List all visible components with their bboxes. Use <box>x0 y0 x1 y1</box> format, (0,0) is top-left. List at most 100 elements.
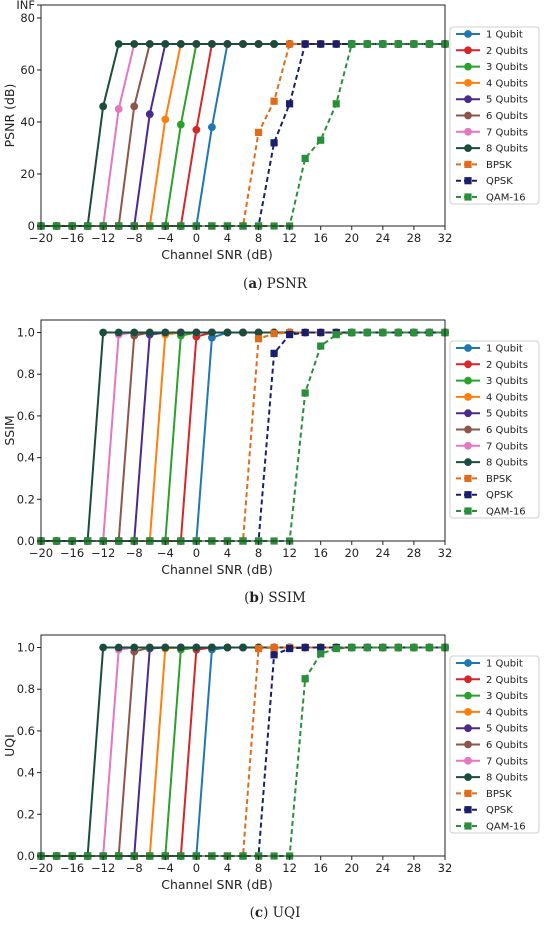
data-point <box>270 349 278 357</box>
caption-letter-bold: b <box>249 590 258 606</box>
data-point <box>379 40 387 48</box>
data-point <box>301 328 309 337</box>
data-point <box>410 328 418 337</box>
data-point <box>394 40 402 48</box>
legend-label: 6 Qubits <box>486 425 528 436</box>
data-point <box>239 643 247 652</box>
x-tick-label: 20 <box>344 231 359 245</box>
legend-label: 2 Qubits <box>486 675 528 686</box>
data-point <box>99 102 108 111</box>
data-point <box>301 643 309 652</box>
data-point <box>208 643 216 652</box>
legend-label: QPSK <box>486 490 513 501</box>
x-tick-label: 24 <box>376 861 391 875</box>
legend-marker <box>464 160 472 168</box>
x-tick-label: −20 <box>29 231 53 245</box>
legend-marker <box>464 691 472 700</box>
y-tick-label: 0.0 <box>17 849 35 863</box>
legend: 1 Qubit 2 Qubits 3 Qubits 4 Qubits 5 Qubits 6… <box>449 340 540 519</box>
y-tick-label: 0.8 <box>17 682 35 696</box>
data-point <box>332 40 340 48</box>
data-point <box>363 643 371 652</box>
data-point <box>99 643 108 652</box>
data-point <box>130 643 139 652</box>
x-tick-label: −4 <box>157 231 174 245</box>
data-point <box>161 115 170 124</box>
data-point <box>379 643 387 652</box>
legend-label: 3 Qubits <box>486 62 528 73</box>
x-tick-label: −12 <box>91 231 115 245</box>
caption-letter-bold: a <box>248 276 257 292</box>
series-group <box>37 40 449 230</box>
x-tick-label: 8 <box>255 546 262 560</box>
data-point <box>254 335 263 343</box>
caption: (a) PSNR <box>243 276 308 292</box>
x-tick-label: 20 <box>344 861 359 875</box>
y-axis-label: SSIM <box>2 415 17 445</box>
legend-marker <box>464 177 472 185</box>
data-point <box>394 328 402 337</box>
legend-marker <box>464 458 472 466</box>
legend-marker <box>464 507 472 515</box>
data-point <box>270 651 278 659</box>
y-tick-label: 0.4 <box>17 766 35 780</box>
x-tick-label: 12 <box>282 231 297 245</box>
legend-label: 6 Qubits <box>486 740 528 751</box>
legend-marker <box>464 740 472 749</box>
legend-label: 8 Qubits <box>486 458 528 469</box>
data-point <box>130 40 139 48</box>
y-tick-label: 0.2 <box>17 492 35 506</box>
legend-marker <box>464 344 472 352</box>
legend-marker <box>464 95 472 104</box>
data-point <box>239 328 247 337</box>
x-tick-label: 20 <box>344 546 359 560</box>
data-point <box>425 328 434 337</box>
y-axis-label: PSNR (dB) <box>2 84 17 148</box>
legend-marker <box>464 675 472 684</box>
data-point <box>348 328 356 337</box>
x-tick-label: −16 <box>60 861 84 875</box>
legend-box <box>449 340 540 519</box>
chart-3: −20 −16 −12 −8 −4 0 4 8 12 16 20 24 28 32 0.0 0.2 0.4 0.6… <box>2 634 540 921</box>
data-point <box>348 40 356 48</box>
series-line-7 <box>41 43 445 227</box>
data-point <box>332 644 340 653</box>
x-tick-label: −12 <box>91 861 115 875</box>
y-tick-label: 40 <box>20 115 35 129</box>
x-tick-label: −8 <box>126 231 143 245</box>
data-point <box>176 120 185 129</box>
data-point <box>223 643 232 652</box>
data-point <box>114 328 123 337</box>
series-line-8 <box>41 331 445 542</box>
legend-marker <box>464 409 472 418</box>
legend-label: 4 Qubits <box>486 392 528 403</box>
x-tick-label: −16 <box>60 231 84 245</box>
y-tick-label: 0.0 <box>17 534 35 548</box>
data-point <box>145 110 154 119</box>
data-point <box>176 328 185 337</box>
x-tick-label: −4 <box>157 861 174 875</box>
y-tick-label: 0.6 <box>17 409 35 423</box>
legend-marker <box>464 360 472 369</box>
legend-label: 8 Qubits <box>486 773 528 784</box>
data-point <box>176 40 185 48</box>
data-point <box>114 40 123 48</box>
data-point <box>410 40 418 48</box>
x-tick-label: −20 <box>29 861 53 875</box>
data-point <box>425 643 434 652</box>
legend-label: 1 Qubit <box>486 659 523 670</box>
data-point <box>208 40 216 48</box>
data-point <box>145 40 154 48</box>
legend-label: 8 Qubits <box>486 144 528 155</box>
legend-label: QPSK <box>486 176 513 187</box>
legend-marker <box>464 474 472 482</box>
data-point <box>254 40 263 48</box>
series-line-6 <box>41 43 445 227</box>
data-point <box>317 328 325 337</box>
legend-label: 3 Qubits <box>486 376 528 387</box>
legend: 1 Qubit 2 Qubits 3 Qubits 4 Qubits 5 Qubits 6… <box>449 655 540 834</box>
plot-frame <box>40 4 446 227</box>
x-axis-label: Channel SNR (dB) <box>161 877 273 892</box>
x-tick-label: 0 <box>193 546 200 560</box>
